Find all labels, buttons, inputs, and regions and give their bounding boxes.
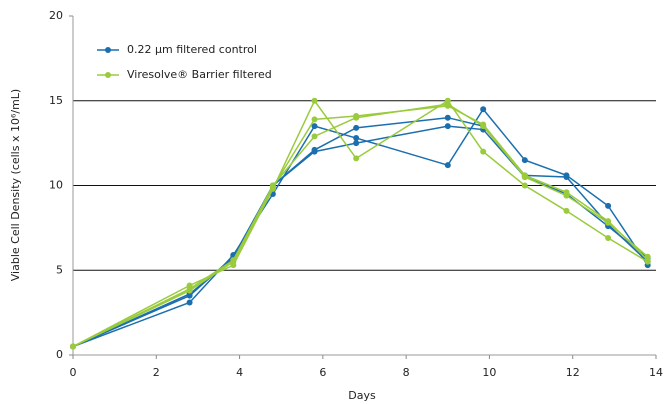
series-line: [72, 99, 649, 348]
y-tick-label: 20: [49, 9, 63, 22]
x-tick-label: 6: [319, 366, 326, 379]
y-axis-label: Viable Cell Density (cells x 10⁶/mL): [9, 89, 22, 281]
legend-marker: [105, 47, 111, 53]
data-point: [353, 135, 360, 142]
data-point: [563, 192, 570, 199]
x-tick-label: 14: [649, 366, 663, 379]
series-line: [72, 107, 649, 348]
data-point: [444, 114, 451, 121]
legend-marker: [105, 72, 111, 78]
y-tick-label: 10: [49, 179, 63, 192]
x-tick-label: 8: [403, 366, 410, 379]
data-point: [269, 182, 276, 189]
series-line: [72, 103, 649, 348]
data-point: [644, 253, 651, 260]
y-tick-label: 5: [56, 263, 63, 276]
data-point: [521, 182, 528, 189]
data-point: [521, 174, 528, 181]
data-point: [311, 97, 318, 104]
data-point: [563, 207, 570, 214]
x-tick-label: 12: [566, 366, 580, 379]
x-tick-label: 4: [236, 366, 243, 379]
y-tick-label: 0: [56, 348, 63, 361]
data-point: [311, 116, 318, 123]
data-point: [353, 140, 360, 147]
data-point: [353, 114, 360, 121]
data-point: [230, 257, 237, 264]
x-tick-label: 10: [482, 366, 496, 379]
data-point: [605, 219, 612, 226]
data-point: [444, 123, 451, 130]
x-axis-label: Days: [348, 389, 376, 402]
data-point: [563, 174, 570, 181]
x-tick-label: 0: [70, 366, 77, 379]
data-point: [353, 124, 360, 131]
data-point: [480, 106, 487, 113]
data-point: [186, 299, 193, 306]
series-line: [72, 116, 649, 348]
data-point: [311, 133, 318, 140]
data-point: [444, 101, 451, 108]
y-tick-label: 15: [49, 94, 63, 107]
x-tick-label: 2: [153, 366, 160, 379]
data-point: [480, 148, 487, 155]
legend-label: Viresolve® Barrier filtered: [127, 68, 272, 81]
data-point: [311, 148, 318, 155]
data-point: [186, 285, 193, 292]
data-point: [605, 235, 612, 242]
data-point: [480, 123, 487, 130]
data-point: [311, 123, 318, 130]
data-point: [70, 343, 76, 350]
data-point: [353, 155, 360, 162]
legend-label: 0.22 µm filtered control: [127, 43, 257, 56]
data-point: [521, 157, 528, 164]
data-point: [444, 162, 451, 169]
data-point: [605, 202, 612, 209]
